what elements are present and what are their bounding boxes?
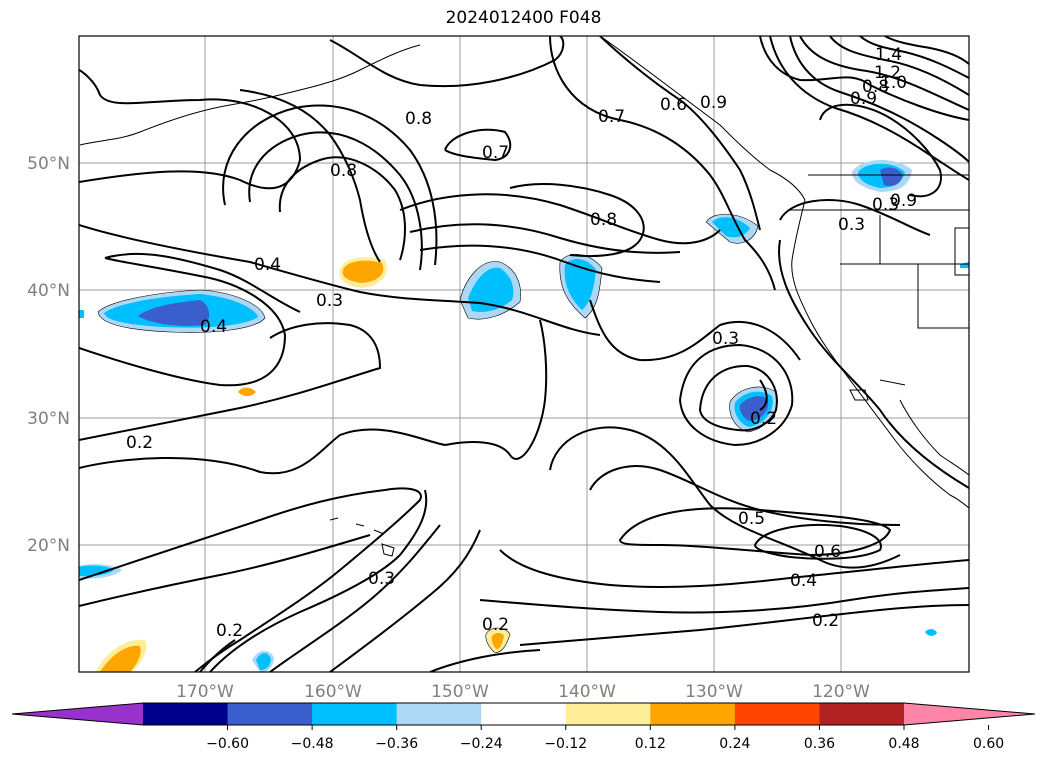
longitude-labels: 170°W 160°W 150°W 140°W 130°W 120°W: [176, 682, 870, 702]
contour-label: 0.2: [126, 433, 153, 453]
colorbar-tick-label: 0.36: [804, 736, 835, 752]
contour-label: 0.2: [482, 615, 509, 635]
contour-label: 1.2: [874, 63, 901, 83]
plot-frame: [78, 35, 970, 673]
contour-label: 0.3: [838, 215, 865, 235]
colorbar-tick-label: −0.24: [460, 736, 503, 752]
lat-label: 50°N: [27, 154, 70, 174]
contour-label: 0.4: [254, 255, 281, 275]
colorbar-cell: [396, 703, 482, 725]
colorbar-outline: [11, 702, 1036, 726]
colorbar-cell: [650, 703, 736, 725]
colorbar-cell: [819, 703, 905, 725]
lat-label: 40°N: [27, 281, 70, 301]
lon-label: 150°W: [431, 682, 489, 702]
gridlines: [79, 36, 969, 672]
coastlines: [79, 36, 969, 557]
colorbar-tick-label: 0.24: [719, 736, 750, 752]
colorbar-tick-label: −0.60: [206, 736, 249, 752]
latitude-labels: 50°N 40°N 30°N 20°N: [27, 154, 70, 556]
colorbar-extend-max: [904, 703, 1035, 725]
colorbar-tick-label: −0.12: [544, 736, 587, 752]
colorbar-extend-min: [12, 703, 143, 725]
contour-label: 0.9: [700, 93, 727, 113]
contour-label: 0.9: [890, 191, 917, 211]
lon-label: 140°W: [558, 682, 616, 702]
contour-label: 0.4: [790, 571, 817, 591]
colorbar-tick-label: −0.48: [291, 736, 334, 752]
contour-label: 0.2: [750, 409, 777, 429]
lat-label: 20°N: [27, 536, 70, 556]
contour-label: 0.7: [482, 143, 509, 163]
filled-anomalies: [79, 160, 969, 672]
lat-label: 30°N: [27, 409, 70, 429]
map-title: 2024012400 F048: [445, 8, 602, 28]
colorbar-tick-label: 0.48: [888, 736, 919, 752]
colorbar-cell: [143, 703, 229, 725]
contour-label: 0.3: [316, 291, 343, 311]
lon-label: 160°W: [304, 682, 362, 702]
contour-labels: 1.4 1.2 1.0 0.8 0.9 0.6 0.9 0.8 0.7 0.7 …: [126, 45, 917, 641]
contour-label: 0.7: [598, 107, 625, 127]
contour-label: 0.5: [738, 509, 765, 529]
contour-label: 0.8: [405, 109, 432, 129]
contour-label: 0.3: [872, 195, 899, 215]
contour-label: 0.2: [812, 611, 839, 631]
lon-label: 170°W: [176, 682, 234, 702]
contour-label: 0.9: [850, 89, 877, 109]
colorbar-cell: [481, 703, 567, 725]
contour-label: 1.0: [880, 73, 907, 93]
colorbar-tick-label: −0.36: [375, 736, 418, 752]
contour-label: 0.2: [216, 621, 243, 641]
contour-label: 0.3: [368, 569, 395, 589]
lon-label: 130°W: [685, 682, 743, 702]
colorbar-tick-label: 0.60: [973, 736, 1004, 752]
colorbar: −0.60 −0.48 −0.36 −0.24 −0.12 0.12 0.24 0.36 0.4…: [11, 702, 1036, 752]
colorbar-cell: [227, 703, 313, 725]
contour-label: 0.8: [330, 161, 357, 181]
colorbar-cell: [734, 703, 820, 725]
contour-label: 0.3: [712, 329, 739, 349]
contour-label: 0.8: [590, 210, 617, 230]
lon-label: 120°W: [812, 682, 870, 702]
contour-label: 0.4: [200, 317, 227, 337]
contour-label: 0.6: [814, 542, 841, 562]
colorbar-tick-label: 0.12: [635, 736, 666, 752]
contour-label: 0.6: [660, 95, 687, 115]
contour-label: 0.8: [862, 77, 889, 97]
contour-label: 1.4: [875, 45, 902, 65]
colorbar-cell: [312, 703, 398, 725]
colorbar-cell: [565, 703, 651, 725]
contour-lines: [79, 36, 969, 672]
